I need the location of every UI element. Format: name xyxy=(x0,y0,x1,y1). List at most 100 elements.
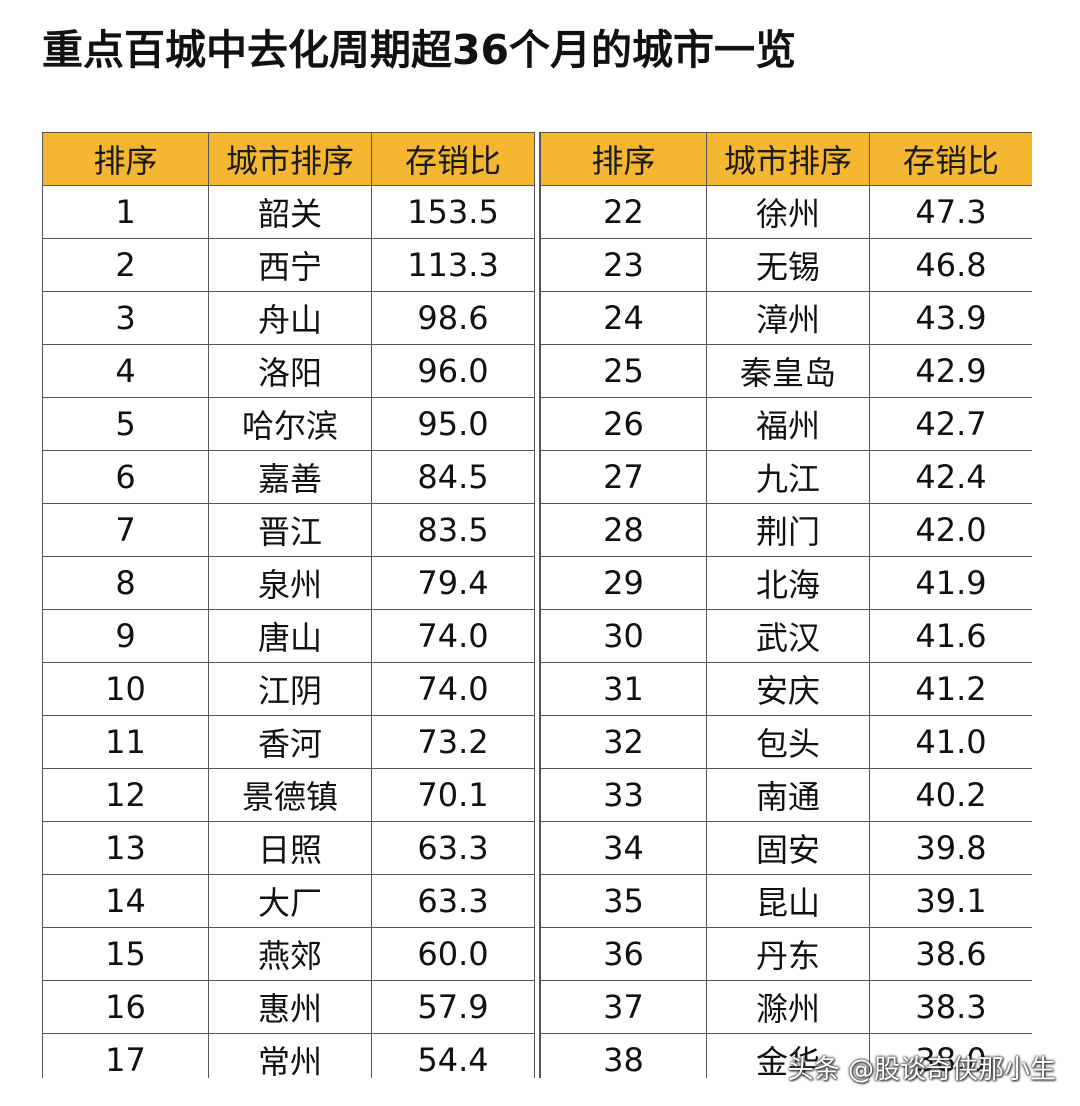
cell-city: 晋江 xyxy=(208,503,372,557)
cell-city: 金华 xyxy=(706,1033,870,1078)
cell-rank: 32 xyxy=(540,715,707,769)
city-table: 排序 城市排序 存销比 1 韶关 153.5 2 西宁 113.3 3 舟山 98.6 4 洛阳 96… xyxy=(42,132,1032,1078)
table-row: 34 固安 39.8 xyxy=(540,821,1032,875)
header-city: 城市排序 xyxy=(208,132,372,186)
cell-ratio: 38.3 xyxy=(869,980,1032,1034)
cell-city: 香河 xyxy=(208,715,372,769)
cell-rank: 35 xyxy=(540,874,707,928)
table-row: 29 北海 41.9 xyxy=(540,556,1032,610)
table-row: 10 江阴 74.0 xyxy=(42,662,535,716)
watermark-text: 头条 @股谈奇侠那小生 xyxy=(787,1055,1056,1085)
cell-ratio: 95.0 xyxy=(371,397,535,451)
table-row: 26 福州 42.7 xyxy=(540,397,1032,451)
cell-rank: 31 xyxy=(540,662,707,716)
table-row: 27 九江 42.4 xyxy=(540,450,1032,504)
table-row: 31 安庆 41.2 xyxy=(540,662,1032,716)
cell-city: 九江 xyxy=(706,450,870,504)
table-row: 11 香河 73.2 xyxy=(42,715,535,769)
cell-city: 日照 xyxy=(208,821,372,875)
cell-rank: 38 xyxy=(540,1033,707,1078)
cell-rank: 5 xyxy=(42,397,209,451)
table-row: 6 嘉善 84.5 xyxy=(42,450,535,504)
cell-city: 舟山 xyxy=(208,291,372,345)
table-row: 3 舟山 98.6 xyxy=(42,291,535,345)
cell-ratio: 42.7 xyxy=(869,397,1032,451)
cell-rank: 9 xyxy=(42,609,209,663)
cell-rank: 1 xyxy=(42,185,209,239)
header-city: 城市排序 xyxy=(706,132,870,186)
cell-rank: 7 xyxy=(42,503,209,557)
cell-ratio: 46.8 xyxy=(869,238,1032,292)
table-row: 17 常州 54.4 xyxy=(42,1033,535,1078)
cell-rank: 15 xyxy=(42,927,209,981)
cell-city: 西宁 xyxy=(208,238,372,292)
cell-city: 江阴 xyxy=(208,662,372,716)
cell-rank: 14 xyxy=(42,874,209,928)
cell-rank: 34 xyxy=(540,821,707,875)
table-left-half: 排序 城市排序 存销比 1 韶关 153.5 2 西宁 113.3 3 舟山 98.6 4 洛阳 96… xyxy=(42,132,535,1078)
table-row: 8 泉州 79.4 xyxy=(42,556,535,610)
cell-ratio: 41.9 xyxy=(869,556,1032,610)
cell-ratio: 38.6 xyxy=(869,927,1032,981)
table-header-row: 排序 城市排序 存销比 xyxy=(540,132,1032,186)
table-row: 7 晋江 83.5 xyxy=(42,503,535,557)
cell-ratio: 98.6 xyxy=(371,291,535,345)
cell-city: 大厂 xyxy=(208,874,372,928)
cell-ratio: 63.3 xyxy=(371,821,535,875)
cell-ratio: 79.4 xyxy=(371,556,535,610)
cell-rank: 6 xyxy=(42,450,209,504)
table-row: 16 惠州 57.9 xyxy=(42,980,535,1034)
cell-city: 安庆 xyxy=(706,662,870,716)
cell-city: 南通 xyxy=(706,768,870,822)
cell-city: 无锡 xyxy=(706,238,870,292)
table-right-body: 22 徐州 47.3 23 无锡 46.8 24 漳州 43.9 25 秦皇岛 42.9 26 福州 42.… xyxy=(540,185,1032,1078)
cell-city: 唐山 xyxy=(208,609,372,663)
cell-ratio: 96.0 xyxy=(371,344,535,398)
table-divider xyxy=(534,132,540,1078)
cell-ratio: 43.9 xyxy=(869,291,1032,345)
cell-rank: 3 xyxy=(42,291,209,345)
cell-rank: 17 xyxy=(42,1033,209,1078)
table-row: 36 丹东 38.6 xyxy=(540,927,1032,981)
cell-rank: 4 xyxy=(42,344,209,398)
table-row: 32 包头 41.0 xyxy=(540,715,1032,769)
table-row: 22 徐州 47.3 xyxy=(540,185,1032,239)
cell-city: 常州 xyxy=(208,1033,372,1078)
cell-city: 秦皇岛 xyxy=(706,344,870,398)
cell-ratio: 60.0 xyxy=(371,927,535,981)
table-row: 4 洛阳 96.0 xyxy=(42,344,535,398)
cell-ratio: 74.0 xyxy=(371,609,535,663)
cell-rank: 30 xyxy=(540,609,707,663)
table-row: 33 南通 40.2 xyxy=(540,768,1032,822)
header-ratio: 存销比 xyxy=(869,132,1032,186)
cell-city: 嘉善 xyxy=(208,450,372,504)
cell-rank: 24 xyxy=(540,291,707,345)
table-row: 12 景德镇 70.1 xyxy=(42,768,535,822)
cell-city: 景德镇 xyxy=(208,768,372,822)
table-row: 35 昆山 39.1 xyxy=(540,874,1032,928)
table-row: 38 金华 38.0 xyxy=(540,1033,1032,1078)
table-row: 5 哈尔滨 95.0 xyxy=(42,397,535,451)
cell-rank: 13 xyxy=(42,821,209,875)
table-header-row: 排序 城市排序 存销比 xyxy=(42,132,535,186)
cell-rank: 25 xyxy=(540,344,707,398)
table-row: 13 日照 63.3 xyxy=(42,821,535,875)
cell-city: 固安 xyxy=(706,821,870,875)
cell-ratio: 70.1 xyxy=(371,768,535,822)
cell-city: 北海 xyxy=(706,556,870,610)
table-right-half: 排序 城市排序 存销比 22 徐州 47.3 23 无锡 46.8 24 漳州 43.9 25 秦皇… xyxy=(540,132,1032,1078)
header-ratio: 存销比 xyxy=(371,132,535,186)
table-row: 24 漳州 43.9 xyxy=(540,291,1032,345)
table-row: 25 秦皇岛 42.9 xyxy=(540,344,1032,398)
cell-ratio: 73.2 xyxy=(371,715,535,769)
cell-ratio: 42.9 xyxy=(869,344,1032,398)
cell-rank: 8 xyxy=(42,556,209,610)
table-row: 2 西宁 113.3 xyxy=(42,238,535,292)
cell-rank: 33 xyxy=(540,768,707,822)
cell-rank: 10 xyxy=(42,662,209,716)
cell-city: 漳州 xyxy=(706,291,870,345)
cell-rank: 2 xyxy=(42,238,209,292)
page-title: 重点百城中去化周期超36个月的城市一览 xyxy=(42,26,797,74)
cell-city: 洛阳 xyxy=(208,344,372,398)
cell-city: 泉州 xyxy=(208,556,372,610)
